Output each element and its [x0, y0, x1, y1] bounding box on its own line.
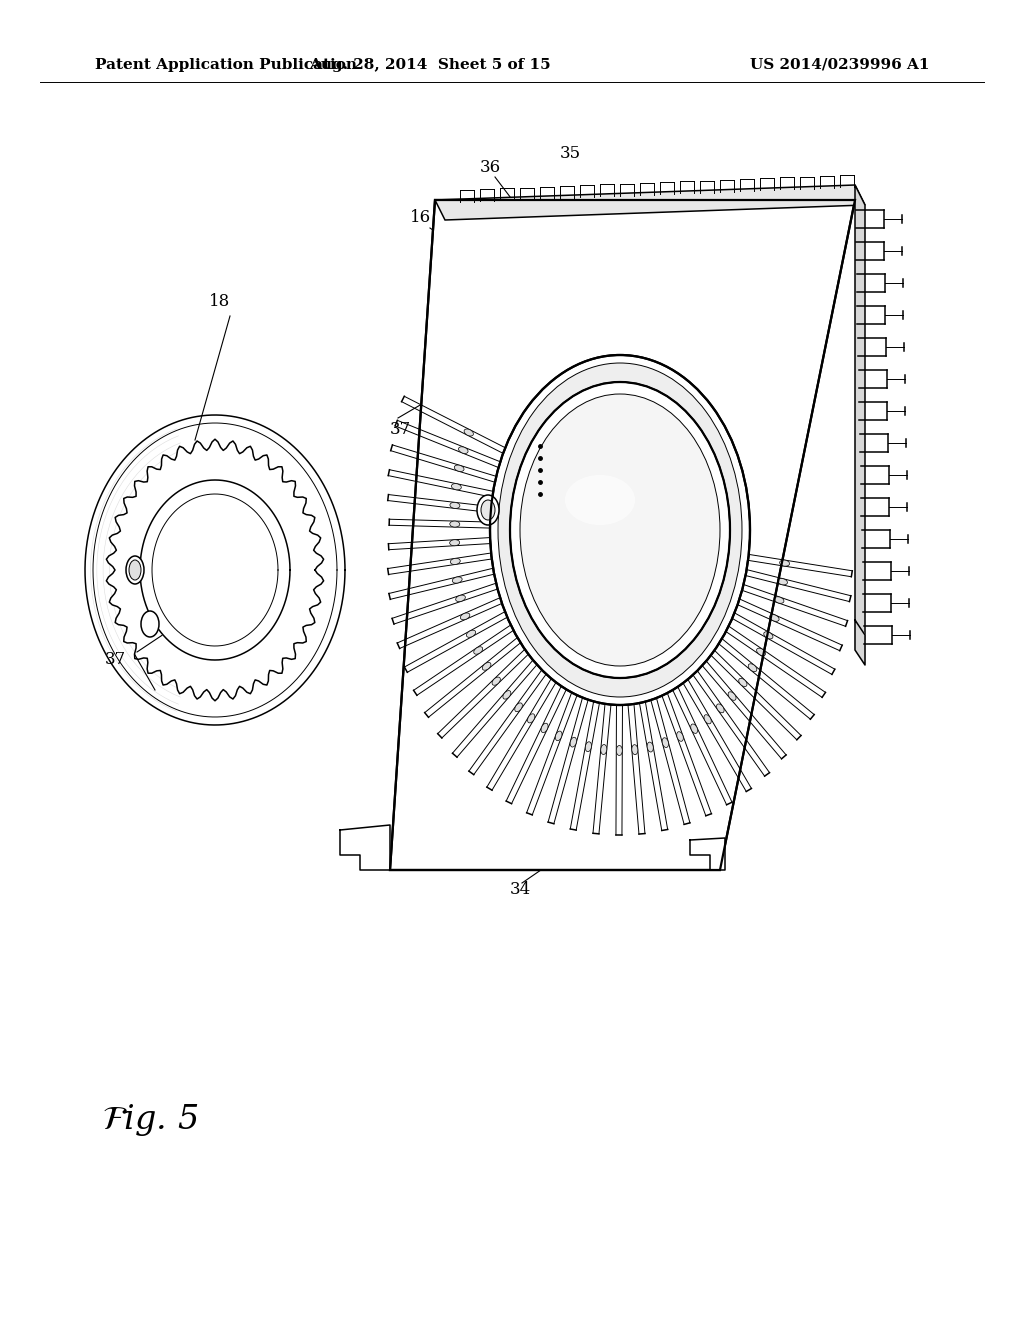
Polygon shape [855, 185, 865, 640]
Ellipse shape [450, 521, 460, 527]
Polygon shape [140, 480, 290, 660]
Text: 34: 34 [509, 882, 530, 899]
Ellipse shape [490, 355, 750, 705]
Ellipse shape [663, 738, 669, 747]
Text: Aug. 28, 2014  Sheet 5 of 15: Aug. 28, 2014 Sheet 5 of 15 [309, 58, 551, 73]
Ellipse shape [570, 738, 577, 747]
Ellipse shape [738, 678, 746, 686]
Ellipse shape [717, 704, 724, 713]
Ellipse shape [451, 558, 460, 565]
Ellipse shape [728, 692, 736, 701]
Ellipse shape [456, 595, 465, 602]
Ellipse shape [527, 714, 535, 723]
Ellipse shape [510, 381, 730, 678]
Ellipse shape [705, 714, 712, 723]
Ellipse shape [691, 723, 697, 734]
Text: US 2014/0239996 A1: US 2014/0239996 A1 [750, 58, 930, 73]
Ellipse shape [126, 556, 144, 583]
Ellipse shape [774, 597, 784, 603]
Ellipse shape [749, 664, 757, 672]
Ellipse shape [141, 611, 159, 638]
Polygon shape [390, 201, 855, 870]
Ellipse shape [777, 578, 787, 585]
Text: 37: 37 [104, 652, 126, 668]
Ellipse shape [453, 577, 462, 583]
Ellipse shape [757, 648, 766, 656]
Ellipse shape [586, 742, 592, 751]
Ellipse shape [129, 560, 141, 579]
Ellipse shape [647, 742, 653, 752]
Ellipse shape [474, 647, 482, 655]
Ellipse shape [466, 630, 476, 638]
Ellipse shape [764, 632, 773, 639]
Ellipse shape [452, 483, 461, 490]
Ellipse shape [464, 429, 473, 436]
Ellipse shape [515, 702, 522, 711]
Ellipse shape [779, 560, 790, 566]
Polygon shape [106, 440, 324, 701]
Ellipse shape [616, 746, 623, 755]
Ellipse shape [498, 363, 742, 697]
Ellipse shape [459, 446, 468, 454]
Polygon shape [435, 185, 865, 220]
Ellipse shape [565, 475, 635, 525]
Polygon shape [690, 838, 725, 870]
Ellipse shape [770, 615, 779, 622]
Text: 37: 37 [389, 421, 411, 438]
Ellipse shape [520, 393, 720, 667]
Text: 35: 35 [559, 145, 581, 162]
Ellipse shape [455, 465, 464, 471]
Ellipse shape [555, 731, 562, 741]
Ellipse shape [677, 731, 683, 742]
Text: 16: 16 [410, 210, 430, 227]
Ellipse shape [503, 690, 511, 700]
Ellipse shape [482, 663, 490, 671]
Ellipse shape [601, 744, 607, 755]
Ellipse shape [632, 744, 638, 755]
Ellipse shape [461, 612, 470, 620]
Ellipse shape [450, 503, 460, 508]
Polygon shape [85, 414, 345, 725]
Polygon shape [855, 620, 865, 665]
Ellipse shape [541, 723, 548, 733]
Ellipse shape [493, 677, 501, 685]
Text: Patent Application Publication: Patent Application Publication [95, 58, 357, 73]
Ellipse shape [450, 540, 460, 545]
Text: 18: 18 [209, 293, 230, 310]
Polygon shape [340, 825, 390, 870]
Text: 36: 36 [479, 158, 501, 176]
Ellipse shape [481, 500, 495, 520]
Ellipse shape [477, 495, 499, 525]
Text: $\mathcal{F}$ig. 5: $\mathcal{F}$ig. 5 [102, 1102, 198, 1138]
